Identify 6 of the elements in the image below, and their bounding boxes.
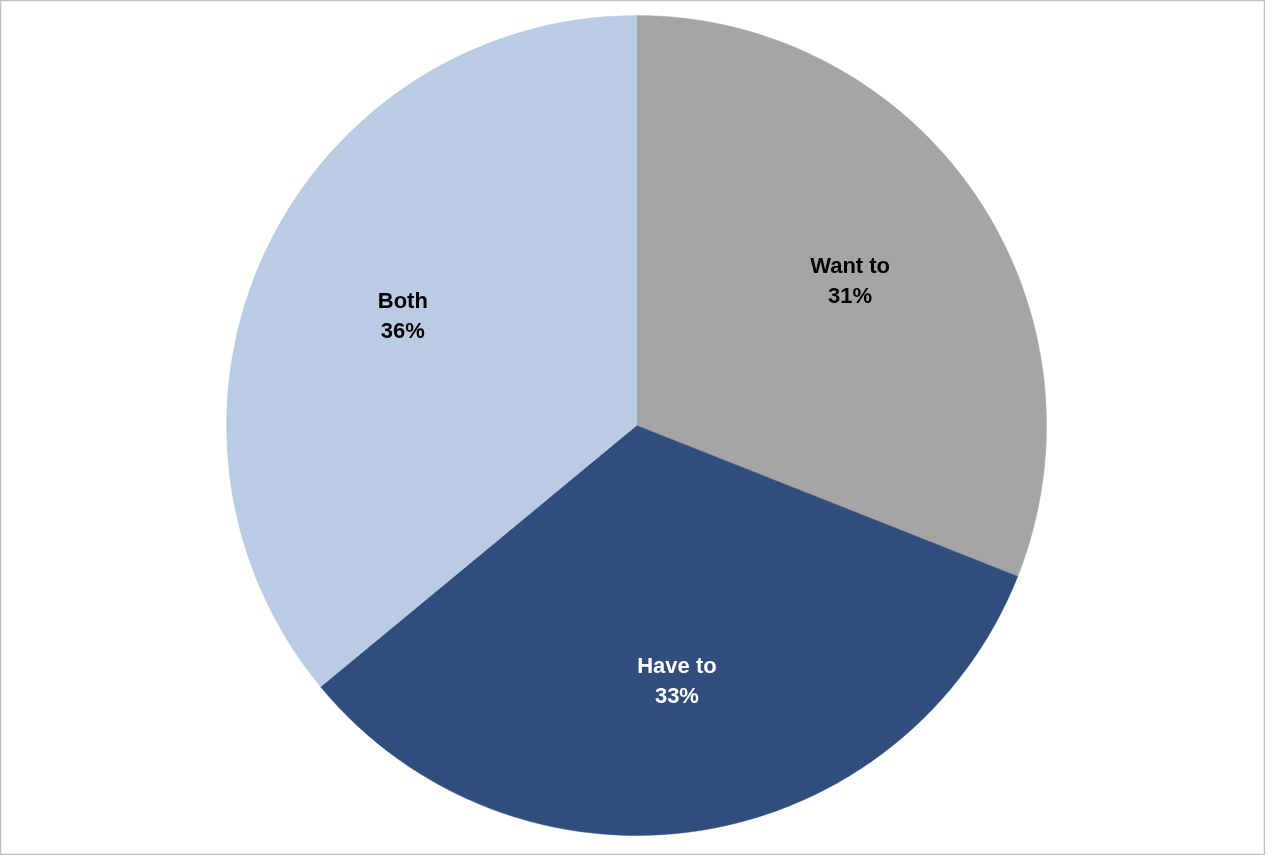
data-label: 33% [654,683,699,709]
slice-label: Want to [810,252,891,278]
slice-label: Both [377,288,428,314]
slice-label: Have to [637,653,717,679]
data-label: 36% [380,318,425,344]
data-label: 31% [828,282,873,308]
